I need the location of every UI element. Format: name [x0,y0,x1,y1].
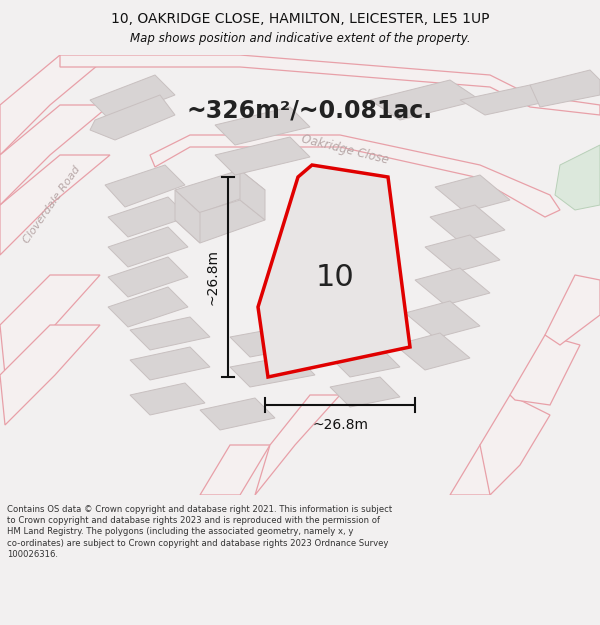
Text: ~326m²/~0.081ac.: ~326m²/~0.081ac. [187,98,433,122]
Polygon shape [108,227,188,267]
Polygon shape [240,170,265,220]
Polygon shape [435,175,510,212]
Polygon shape [130,317,210,350]
Polygon shape [105,165,185,207]
Text: 10: 10 [316,262,355,291]
Polygon shape [108,257,188,297]
Text: to Crown copyright and database rights 2023 and is reproduced with the permissio: to Crown copyright and database rights 2… [7,516,380,525]
Polygon shape [530,70,600,107]
Polygon shape [370,80,480,120]
Polygon shape [450,445,520,495]
Polygon shape [200,445,270,495]
Polygon shape [175,190,200,243]
Text: ~26.8m: ~26.8m [205,249,219,305]
Polygon shape [130,383,205,415]
Text: Oakridge Close: Oakridge Close [300,133,390,167]
Polygon shape [255,395,340,495]
Polygon shape [415,268,490,305]
Polygon shape [330,347,400,377]
Polygon shape [175,170,265,213]
Polygon shape [405,301,480,338]
Polygon shape [0,155,110,255]
Polygon shape [425,235,500,272]
Polygon shape [258,165,410,377]
Text: Map shows position and indicative extent of the property.: Map shows position and indicative extent… [130,32,470,45]
Polygon shape [330,377,400,407]
Text: Contains OS data © Crown copyright and database right 2021. This information is : Contains OS data © Crown copyright and d… [7,505,392,514]
Polygon shape [200,398,275,430]
Polygon shape [545,275,600,345]
Polygon shape [230,355,315,387]
Text: ~26.8m: ~26.8m [312,418,368,432]
Polygon shape [0,275,100,375]
Polygon shape [150,135,560,217]
Polygon shape [175,200,265,243]
Polygon shape [60,55,600,115]
Polygon shape [215,137,310,175]
Polygon shape [90,95,175,140]
Text: 100026316.: 100026316. [7,550,58,559]
Polygon shape [555,145,600,210]
Polygon shape [108,287,188,327]
Text: HM Land Registry. The polygons (including the associated geometry, namely x, y: HM Land Registry. The polygons (includin… [7,528,353,536]
Polygon shape [430,205,505,242]
Polygon shape [460,85,555,115]
Polygon shape [0,55,110,155]
Polygon shape [108,197,188,237]
Polygon shape [395,333,470,370]
Polygon shape [0,105,110,205]
Polygon shape [90,75,175,120]
Polygon shape [130,347,210,380]
Polygon shape [510,335,580,405]
Polygon shape [0,325,100,425]
Text: Cloverdale Road: Cloverdale Road [22,164,82,246]
Text: co-ordinates) are subject to Crown copyright and database rights 2023 Ordnance S: co-ordinates) are subject to Crown copyr… [7,539,389,548]
Polygon shape [215,107,310,145]
Text: 10, OAKRIDGE CLOSE, HAMILTON, LEICESTER, LE5 1UP: 10, OAKRIDGE CLOSE, HAMILTON, LEICESTER,… [111,12,489,26]
Polygon shape [480,395,550,495]
Polygon shape [230,325,315,357]
